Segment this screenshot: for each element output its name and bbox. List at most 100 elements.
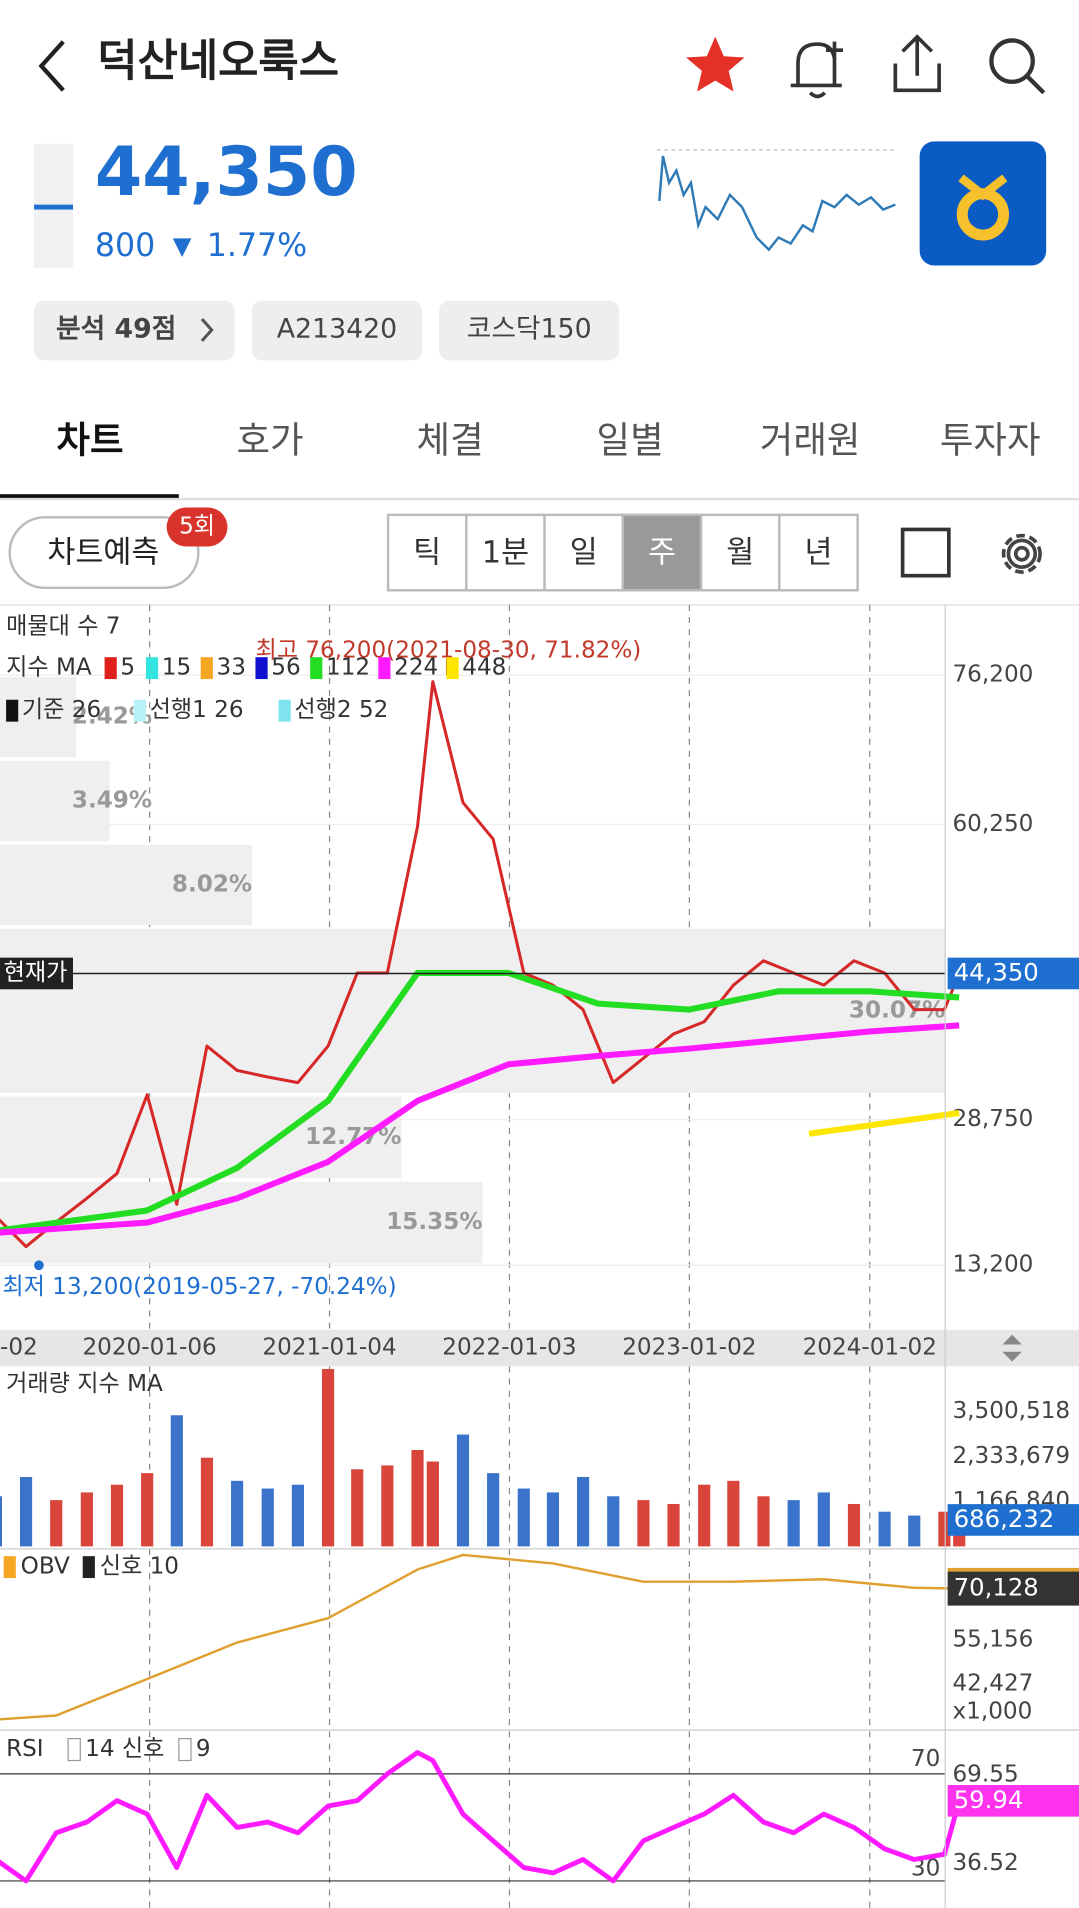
legend-label: 33 xyxy=(217,655,246,681)
volume-bar xyxy=(757,1496,770,1547)
legend-swatch xyxy=(6,699,19,722)
volume-bar xyxy=(607,1496,620,1547)
low-label: 최저 13,200(2019-05-27, -70.24%) xyxy=(2,1274,396,1300)
x-axis-band xyxy=(0,1329,1079,1367)
obv-line xyxy=(0,1553,960,1721)
price-change: 800 xyxy=(95,228,155,264)
volume-bar xyxy=(291,1484,304,1547)
chevron xyxy=(200,317,214,342)
chart-predict-button[interactable] xyxy=(8,516,200,590)
volume-bar xyxy=(80,1492,93,1547)
change-arrow: ▼ xyxy=(173,231,192,260)
analysis-chip[interactable] xyxy=(34,300,235,361)
analysis-chip-label: 분석 49점 xyxy=(56,313,176,344)
tab[interactable]: 체결 xyxy=(417,418,484,461)
layout-button[interactable] xyxy=(900,527,951,578)
current-obv-value: 70,128 xyxy=(954,1573,1039,1602)
current-price-tag-label: 현재가 xyxy=(4,960,68,986)
volume-bar xyxy=(261,1488,274,1547)
volume-bar xyxy=(0,1496,2,1547)
current-obv-accent xyxy=(947,1567,1079,1572)
current-rsi-value: 59.94 xyxy=(954,1785,1024,1814)
period-label: 틱 xyxy=(413,535,441,570)
legend-swatch xyxy=(133,699,146,722)
period-button[interactable] xyxy=(778,513,859,592)
x-tick-label: -02 xyxy=(0,1335,38,1361)
period-selector: 틱 1분 일 주 월 년 xyxy=(386,513,859,592)
volume-bar xyxy=(667,1503,680,1547)
panel-title: 거래량 지수 MA xyxy=(6,1371,163,1397)
tab[interactable]: 일별 xyxy=(597,418,664,461)
volume-bar xyxy=(200,1457,214,1547)
back-button[interactable] xyxy=(38,40,65,92)
low-marker xyxy=(34,1260,44,1271)
y-tick-label: 69.55 xyxy=(952,1762,1018,1788)
x-axis: -02 2020-01-06 2021-01-04 2022-01-03 2023-01… xyxy=(0,1335,937,1361)
price: 44,350 xyxy=(95,133,358,212)
company-logo xyxy=(919,141,1047,266)
price-gauge-marker xyxy=(34,204,73,210)
legend-label: 5 xyxy=(120,655,135,681)
favorite-star[interactable] xyxy=(686,36,745,92)
y-tick-label: 70 xyxy=(911,1746,940,1772)
legend-label: 14 신호 xyxy=(85,1736,164,1762)
period-label: 1분 xyxy=(482,535,529,570)
volume-bar xyxy=(50,1500,63,1547)
legend-swatch xyxy=(378,657,391,680)
volume-profile-bar xyxy=(0,844,253,926)
resize-handle[interactable] xyxy=(1002,1334,1022,1362)
legend-swatch xyxy=(104,657,117,680)
current-volume-box xyxy=(947,1504,1079,1536)
x-tick-label: 2024-01-02 xyxy=(803,1335,937,1361)
volume-bar xyxy=(847,1503,861,1547)
predict-badge xyxy=(166,507,228,547)
volume-profile-label: 15.35% xyxy=(386,1209,482,1235)
share-button[interactable] xyxy=(893,34,941,93)
volume-bar xyxy=(426,1461,439,1547)
active-tab-indicator xyxy=(0,494,179,500)
legend-title: 지수 MA xyxy=(6,655,92,681)
y-tick-label: 60,250 xyxy=(952,811,1033,837)
settings-button[interactable] xyxy=(1001,533,1042,574)
search-button[interactable] xyxy=(989,38,1046,95)
legend-label: 선행1 26 xyxy=(150,697,244,723)
volume-bar xyxy=(517,1488,530,1547)
change-percent: 1.77% xyxy=(207,228,307,264)
legend-label: 기준 26 xyxy=(22,697,101,723)
index-chip[interactable] xyxy=(439,300,620,361)
legend-swatch xyxy=(3,1556,16,1579)
alarm-button[interactable] xyxy=(790,41,844,99)
volume-bar xyxy=(411,1449,424,1547)
volume-bar xyxy=(170,1415,183,1547)
tab-bar: 차트 호가 체결 일별 거래원 투자자 xyxy=(56,418,1040,461)
y-tick-label: 36.52 xyxy=(952,1850,1018,1876)
legend-swatch xyxy=(310,657,323,680)
y-tick-label: 13,200 xyxy=(952,1252,1033,1278)
y-tick-label: 76,200 xyxy=(952,662,1033,688)
current-rsi-box xyxy=(947,1785,1079,1817)
x-tick-label: 2023-01-02 xyxy=(622,1335,756,1361)
charts: 2.42%3.49%8.02%30.07%12.77%15.35%76,2006… xyxy=(0,604,1079,1908)
code-chip xyxy=(251,300,423,361)
volume-profile-label: 3.49% xyxy=(72,788,152,814)
tab[interactable]: 거래원 xyxy=(760,418,861,461)
legend-swatch xyxy=(145,657,159,680)
y-tick-label: 2,333,679 xyxy=(952,1443,1070,1469)
tab[interactable]: 차트 xyxy=(56,418,123,461)
legend-label: 56 xyxy=(271,655,300,681)
legend-label: 448 xyxy=(462,655,506,681)
tab[interactable]: 투자자 xyxy=(940,418,1041,461)
rsi-line xyxy=(0,1750,962,1884)
x-tick-label: 2022-01-03 xyxy=(442,1335,576,1361)
current-volume-value: 686,232 xyxy=(954,1504,1055,1533)
volume-profile-bar xyxy=(0,1096,402,1179)
tab[interactable]: 호가 xyxy=(236,418,303,461)
volume-bar xyxy=(141,1473,154,1547)
volume-bar xyxy=(231,1480,244,1547)
period-button[interactable] xyxy=(699,513,781,592)
price-line xyxy=(808,1109,960,1137)
volume-bar xyxy=(938,1511,951,1547)
volume-bar xyxy=(546,1492,560,1547)
